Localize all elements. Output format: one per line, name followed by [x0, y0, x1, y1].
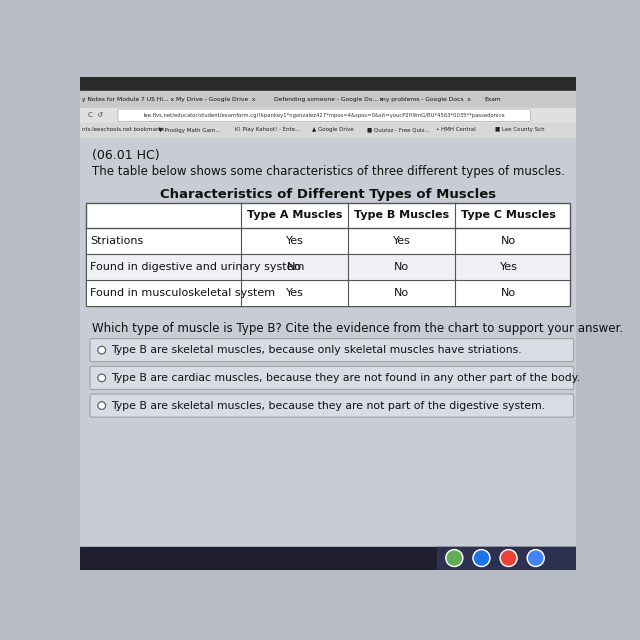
Text: Yes: Yes — [393, 236, 411, 246]
Text: Striations: Striations — [90, 236, 143, 246]
Text: ♥ Prodigy Math Gam...: ♥ Prodigy Math Gam... — [157, 127, 220, 132]
Circle shape — [98, 402, 106, 410]
Circle shape — [501, 550, 516, 566]
Circle shape — [474, 550, 489, 566]
Text: No: No — [287, 262, 302, 272]
Text: ■ Lee County Sch: ■ Lee County Sch — [495, 127, 544, 132]
Text: Which type of muscle is Type B? Cite the evidence from the chart to support your: Which type of muscle is Type B? Cite the… — [92, 323, 623, 335]
Circle shape — [98, 374, 106, 381]
Text: (06.01 HC): (06.01 HC) — [92, 149, 159, 162]
Bar — [86, 203, 570, 307]
Bar — [80, 547, 576, 570]
Text: Type A Muscles: Type A Muscles — [247, 211, 342, 220]
Circle shape — [98, 346, 106, 354]
Text: No: No — [394, 262, 409, 272]
Text: Found in musculoskeletal system: Found in musculoskeletal system — [90, 288, 275, 298]
Text: y Notes for Module 7 US Hi... x: y Notes for Module 7 US Hi... x — [83, 97, 174, 102]
Circle shape — [528, 550, 543, 566]
FancyBboxPatch shape — [90, 366, 573, 389]
Text: Type C Muscles: Type C Muscles — [461, 211, 556, 220]
Text: Type B are skeletal muscles, because they are not part of the digestive system.: Type B are skeletal muscles, because the… — [111, 401, 545, 411]
Text: ▲ Google Drive: ▲ Google Drive — [312, 127, 355, 132]
FancyBboxPatch shape — [118, 109, 531, 122]
FancyBboxPatch shape — [90, 339, 573, 362]
Text: C  ↺: C ↺ — [88, 112, 103, 118]
Text: Exam: Exam — [484, 97, 501, 102]
Text: No: No — [394, 288, 409, 298]
Text: nts.leeschools.net bookmarks: nts.leeschools.net bookmarks — [81, 127, 164, 132]
Circle shape — [527, 550, 544, 566]
Text: No: No — [501, 288, 516, 298]
Bar — [87, 254, 569, 280]
Text: The table below shows some characteristics of three different types of muscles.: The table below shows some characteristi… — [92, 164, 564, 177]
Text: No: No — [501, 236, 516, 246]
Text: Yes: Yes — [285, 288, 303, 298]
Text: Type B Muscles: Type B Muscles — [354, 211, 449, 220]
Bar — [80, 123, 576, 137]
Circle shape — [473, 550, 490, 566]
Text: K! Play Kahoot! - Ente...: K! Play Kahoot! - Ente... — [235, 127, 300, 132]
Text: Yes: Yes — [500, 262, 518, 272]
Text: Defending someone - Google Do... x: Defending someone - Google Do... x — [274, 97, 383, 102]
Bar — [80, 108, 576, 123]
Text: Found in digestive and urinary system: Found in digestive and urinary system — [90, 262, 305, 272]
Text: Type B are cardiac muscles, because they are not found in any other part of the : Type B are cardiac muscles, because they… — [111, 373, 580, 383]
Text: lee.flvs.net/educator/student/examform.cgi?kpankey1*ngonzalez427*mpos=4&spos=0&s: lee.flvs.net/educator/student/examform.c… — [143, 113, 505, 118]
Bar — [87, 280, 569, 307]
Bar — [80, 137, 576, 547]
Text: ■ Quizizz - Free Quiz...: ■ Quizizz - Free Quiz... — [367, 127, 429, 132]
FancyBboxPatch shape — [90, 394, 573, 417]
Text: my problems - Google Docs  x: my problems - Google Docs x — [380, 97, 470, 102]
Circle shape — [500, 550, 517, 566]
Circle shape — [447, 550, 462, 566]
Bar — [80, 77, 576, 91]
Text: • HMH Central: • HMH Central — [436, 127, 476, 132]
Text: My Drive - Google Drive  x: My Drive - Google Drive x — [176, 97, 255, 102]
Bar — [87, 228, 569, 254]
Text: Yes: Yes — [285, 236, 303, 246]
Text: Characteristics of Different Types of Muscles: Characteristics of Different Types of Mu… — [160, 188, 496, 202]
Bar — [436, 547, 576, 570]
Text: Type B are skeletal muscles, because only skeletal muscles have striations.: Type B are skeletal muscles, because onl… — [111, 345, 522, 355]
Bar — [80, 91, 576, 108]
Circle shape — [446, 550, 463, 566]
